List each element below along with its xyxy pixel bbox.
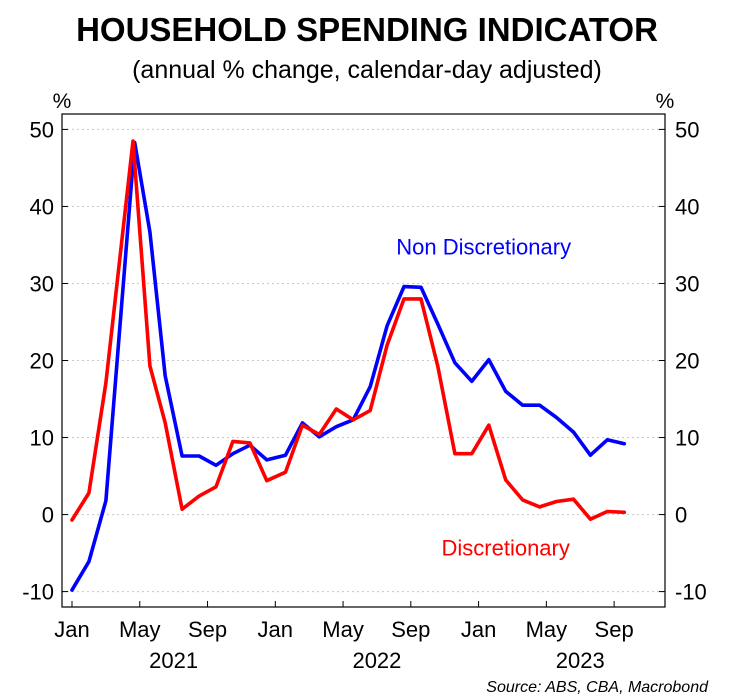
annotation-discretionary: Discretionary — [442, 536, 570, 561]
chart-subtitle: (annual % change, calendar-day adjusted) — [132, 56, 602, 84]
annotation-non-discretionary: Non Discretionary — [396, 234, 571, 259]
y-tick-label-right: 50 — [675, 117, 699, 142]
series-annotations: Non Discretionary Discretionary — [396, 234, 571, 560]
axis-labels: -10 -10 0 0 10 10 20 20 30 30 40 40 50 50 Jan May Sep Jan… — [22, 117, 707, 673]
year-label: 2021 — [149, 648, 198, 673]
y-tick-label-left: 0 — [42, 503, 54, 528]
left-axis-unit-label: % — [53, 90, 72, 113]
x-tick-label: May — [322, 617, 364, 642]
y-tick-label-right: 10 — [675, 426, 699, 451]
y-tick-label-right: -10 — [675, 580, 707, 605]
x-tick-label: Jan — [461, 617, 496, 642]
y-tick-label-right: 0 — [675, 503, 687, 528]
right-axis-unit-label: % — [656, 90, 675, 113]
x-tick-label: Jan — [258, 617, 293, 642]
y-tick-label-left: -10 — [22, 580, 54, 605]
series-lines — [70, 139, 627, 592]
series-line-discretionary — [70, 139, 627, 522]
y-tick-label-left: 30 — [30, 271, 54, 296]
axis-ticks — [62, 128, 665, 607]
source-note: Source: ABS, CBA, Macrobond — [486, 679, 709, 696]
x-tick-label: Sep — [391, 617, 430, 642]
y-tick-label-left: 20 — [30, 349, 54, 374]
x-tick-label: May — [119, 617, 161, 642]
y-tick-label-left: 10 — [30, 426, 54, 451]
x-tick-label: Jan — [54, 617, 89, 642]
series-line-non-discretionary — [70, 140, 627, 592]
x-tick-label: Sep — [188, 617, 227, 642]
x-tick-label: May — [526, 617, 568, 642]
gridlines — [62, 128, 665, 593]
y-tick-label-right: 30 — [675, 271, 699, 296]
year-label: 2022 — [352, 648, 401, 673]
y-tick-label-right: 20 — [675, 349, 699, 374]
x-tick-label: Sep — [595, 617, 634, 642]
y-tick-label-right: 40 — [675, 194, 699, 219]
chart-title: HOUSEHOLD SPENDING INDICATOR — [76, 11, 658, 48]
y-tick-label-left: 50 — [30, 117, 54, 142]
y-tick-label-left: 40 — [30, 194, 54, 219]
year-label: 2023 — [556, 648, 605, 673]
